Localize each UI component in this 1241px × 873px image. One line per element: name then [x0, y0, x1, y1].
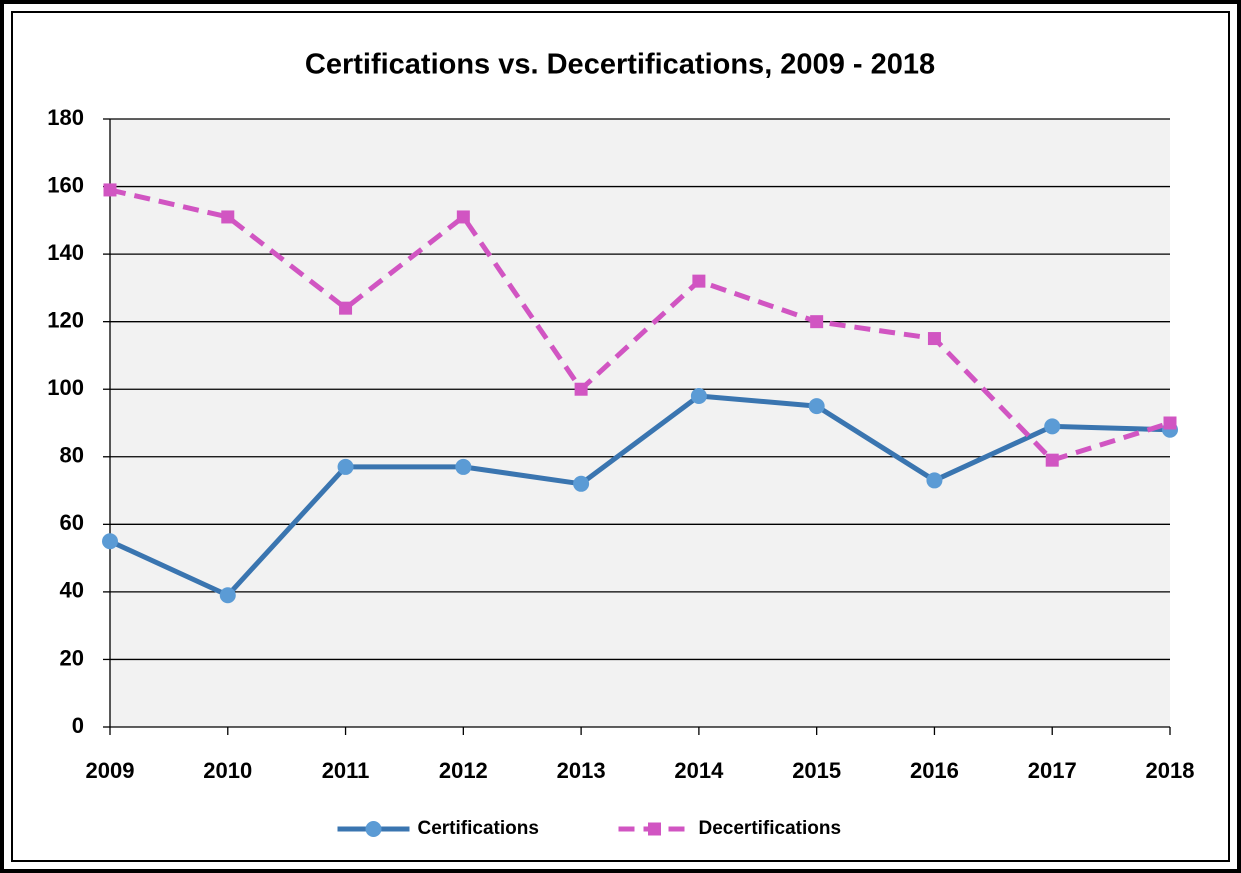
data-point: [102, 533, 118, 550]
y-tick-label: 0: [72, 713, 84, 738]
data-point: [690, 387, 707, 404]
series-line: [109, 187, 1171, 463]
x-tick-label: 2017: [1028, 758, 1077, 783]
y-tick-label: 80: [60, 443, 84, 468]
x-tick-label: 2018: [1146, 758, 1195, 783]
data-point: [337, 458, 354, 475]
data-point: [219, 587, 236, 604]
legend-label: Certifications: [418, 818, 539, 839]
x-tick-label: 2010: [203, 758, 252, 783]
legend-marker: [365, 821, 382, 837]
data-point: [456, 210, 470, 224]
data-point: [1044, 418, 1061, 435]
y-tick-label: 20: [60, 645, 84, 670]
data-point: [1163, 416, 1177, 430]
series-line: [108, 393, 1171, 598]
data-point: [339, 301, 353, 315]
y-tick-label: 60: [60, 510, 84, 535]
x-tick-label: 2012: [439, 758, 488, 783]
data-point: [810, 315, 824, 329]
data-point: [103, 183, 117, 197]
data-point: [221, 210, 235, 224]
data-point: [1045, 453, 1059, 467]
y-tick-label: 40: [60, 578, 84, 603]
data-point: [573, 475, 590, 492]
y-tick-label: 140: [47, 240, 84, 265]
x-tick-label: 2016: [910, 758, 959, 783]
chart-title: Certifications vs. Decertifications, 200…: [305, 49, 935, 81]
data-point: [574, 382, 588, 396]
y-tick-label: 120: [47, 307, 84, 332]
data-point: [692, 274, 706, 288]
x-tick-label: 2013: [557, 758, 606, 783]
plot-area: [110, 119, 1170, 727]
y-tick-label: 160: [47, 172, 84, 197]
x-tick-label: 2015: [792, 758, 841, 783]
legend-marker: [648, 822, 661, 836]
inner-frame: [11, 11, 1230, 862]
y-tick-label: 180: [47, 105, 84, 130]
x-tick-label: 2011: [322, 758, 370, 783]
data-point: [455, 458, 472, 475]
data-point: [926, 472, 943, 489]
x-tick-label: 2009: [86, 758, 135, 783]
data-point: [808, 398, 825, 415]
data-point: [927, 332, 941, 346]
y-tick-label: 100: [47, 375, 84, 400]
x-tick-label: 2014: [674, 758, 724, 783]
legend-label: Decertifications: [699, 818, 842, 839]
